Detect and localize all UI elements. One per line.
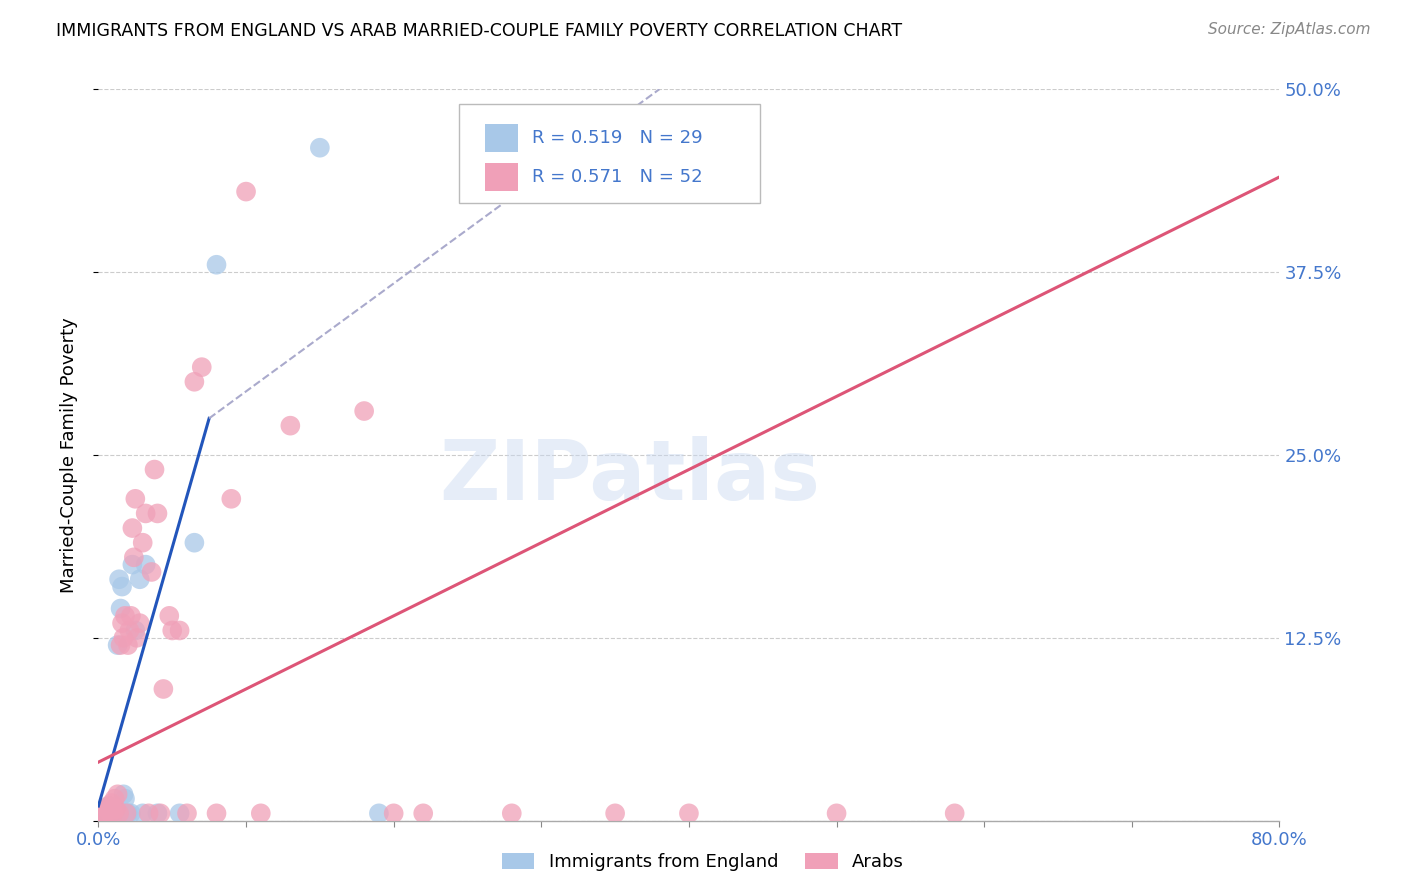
Point	[132, 535, 155, 549]
Point	[132, 806, 155, 821]
Point	[124, 624, 146, 638]
Point	[100, 805, 122, 819]
Point	[96, 802, 118, 816]
Text: Source: ZipAtlas.com: Source: ZipAtlas.com	[1208, 22, 1371, 37]
Point	[128, 616, 150, 631]
Point	[162, 624, 183, 638]
Point	[678, 806, 700, 821]
Point	[96, 807, 118, 822]
Point	[943, 806, 966, 821]
Point	[219, 491, 242, 506]
Point	[110, 638, 132, 652]
Point	[152, 681, 174, 696]
Point	[382, 806, 405, 821]
Point	[368, 806, 391, 821]
Point	[108, 806, 131, 821]
Point	[176, 806, 198, 821]
Point	[138, 806, 160, 821]
Point	[103, 806, 125, 821]
Point	[353, 404, 375, 418]
Point	[146, 806, 169, 821]
Point	[501, 806, 523, 821]
Bar	[485, 163, 517, 191]
Point	[115, 806, 138, 821]
Point	[111, 580, 134, 594]
Point	[191, 360, 214, 375]
Point	[120, 608, 142, 623]
Point	[825, 806, 848, 821]
Point	[94, 806, 117, 821]
Point	[169, 806, 191, 821]
Point	[110, 601, 132, 615]
Point	[146, 507, 169, 521]
Point	[149, 806, 172, 821]
Point	[135, 507, 157, 521]
Point	[91, 806, 114, 821]
Point	[114, 608, 136, 623]
Point	[93, 807, 115, 822]
Point	[104, 802, 127, 816]
Point	[121, 521, 143, 535]
Y-axis label: Married-Couple Family Poverty: Married-Couple Family Poverty	[59, 317, 77, 593]
Point	[125, 631, 148, 645]
FancyBboxPatch shape	[458, 103, 759, 202]
Point	[117, 806, 139, 821]
Point	[122, 550, 145, 565]
Point	[141, 565, 163, 579]
Text: R = 0.571   N = 52: R = 0.571 N = 52	[531, 168, 703, 186]
Point	[91, 806, 114, 821]
Text: IMMIGRANTS FROM ENGLAND VS ARAB MARRIED-COUPLE FAMILY POVERTY CORRELATION CHART: IMMIGRANTS FROM ENGLAND VS ARAB MARRIED-…	[56, 22, 903, 40]
Point	[183, 535, 205, 549]
Point	[100, 796, 122, 810]
Point	[107, 638, 129, 652]
Point	[112, 787, 135, 801]
Point	[121, 558, 143, 572]
Point	[205, 806, 228, 821]
Text: R = 0.519   N = 29: R = 0.519 N = 29	[531, 129, 703, 147]
Point	[309, 141, 332, 155]
Point	[135, 558, 157, 572]
Point	[124, 491, 146, 506]
Point	[104, 791, 127, 805]
Point	[105, 806, 128, 821]
Point	[97, 799, 120, 814]
Point	[97, 799, 120, 814]
Point	[112, 631, 135, 645]
Point	[103, 806, 125, 821]
Point	[98, 806, 121, 821]
Point	[412, 806, 434, 821]
Text: ZIPatlas: ZIPatlas	[440, 436, 820, 517]
Point	[98, 806, 121, 821]
Point	[108, 572, 131, 586]
Point	[118, 624, 141, 638]
Point	[107, 787, 129, 801]
Point	[157, 608, 180, 623]
Point	[205, 258, 228, 272]
Point	[169, 624, 191, 638]
Point	[114, 791, 136, 805]
Point	[94, 802, 117, 816]
Point	[117, 638, 139, 652]
Point	[143, 462, 166, 476]
Point	[605, 806, 627, 821]
Bar	[485, 124, 517, 152]
Point	[250, 806, 273, 821]
Point	[111, 616, 134, 631]
Point	[235, 185, 257, 199]
Point	[183, 375, 205, 389]
Point	[278, 418, 302, 433]
Point	[120, 806, 142, 821]
Point	[115, 806, 138, 821]
Point	[128, 572, 150, 586]
Point	[105, 802, 128, 816]
Legend: Immigrants from England, Arabs: Immigrants from England, Arabs	[495, 846, 911, 879]
